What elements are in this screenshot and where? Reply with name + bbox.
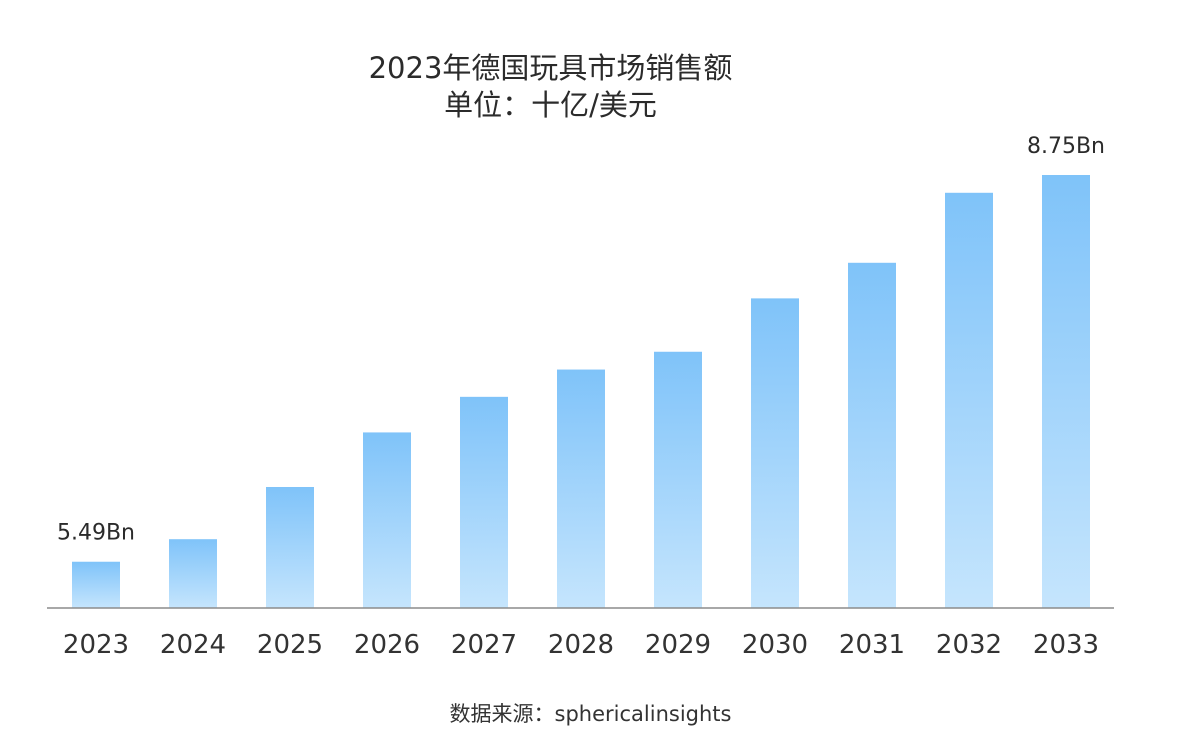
x-tick-label: 2033 (1033, 630, 1099, 660)
bar-2031 (848, 262, 896, 608)
bar-2032 (945, 192, 993, 608)
bar-2026 (363, 432, 411, 608)
bar-2023 (72, 561, 120, 608)
x-tick-label: 2027 (451, 630, 517, 660)
x-tick-label: 2030 (742, 630, 808, 660)
chart-subtitle: 单位：十亿/美元 (444, 88, 657, 122)
data-source-note: 数据来源：sphericalinsights (449, 702, 732, 726)
data-labels: 5.49Bn 8.75Bn (57, 134, 1105, 546)
bar-2030 (751, 298, 799, 608)
x-tick-label: 2031 (839, 630, 905, 660)
x-tick-label: 2025 (257, 630, 323, 660)
bar-2024 (169, 539, 217, 608)
x-tick-labels: 2023 2024 2025 2026 2027 2028 2029 2030 2031 2032… (63, 630, 1099, 660)
bar-2029 (654, 351, 702, 608)
bar-2028 (557, 369, 605, 608)
bar-2025 (266, 486, 314, 608)
x-tick-label: 2026 (354, 630, 420, 660)
bar-2033 (1042, 175, 1090, 608)
bars-group (72, 175, 1090, 608)
x-tick-label: 2024 (160, 630, 226, 660)
bar-2027 (460, 396, 508, 608)
data-label: 8.75Bn (1027, 134, 1105, 159)
x-tick-label: 2028 (548, 630, 614, 660)
x-tick-label: 2029 (645, 630, 711, 660)
x-tick-label: 2032 (936, 630, 1002, 660)
chart-title: 2023年德国玩具市场销售额 (368, 51, 733, 85)
data-label: 5.49Bn (57, 521, 135, 546)
x-tick-label: 2023 (63, 630, 129, 660)
